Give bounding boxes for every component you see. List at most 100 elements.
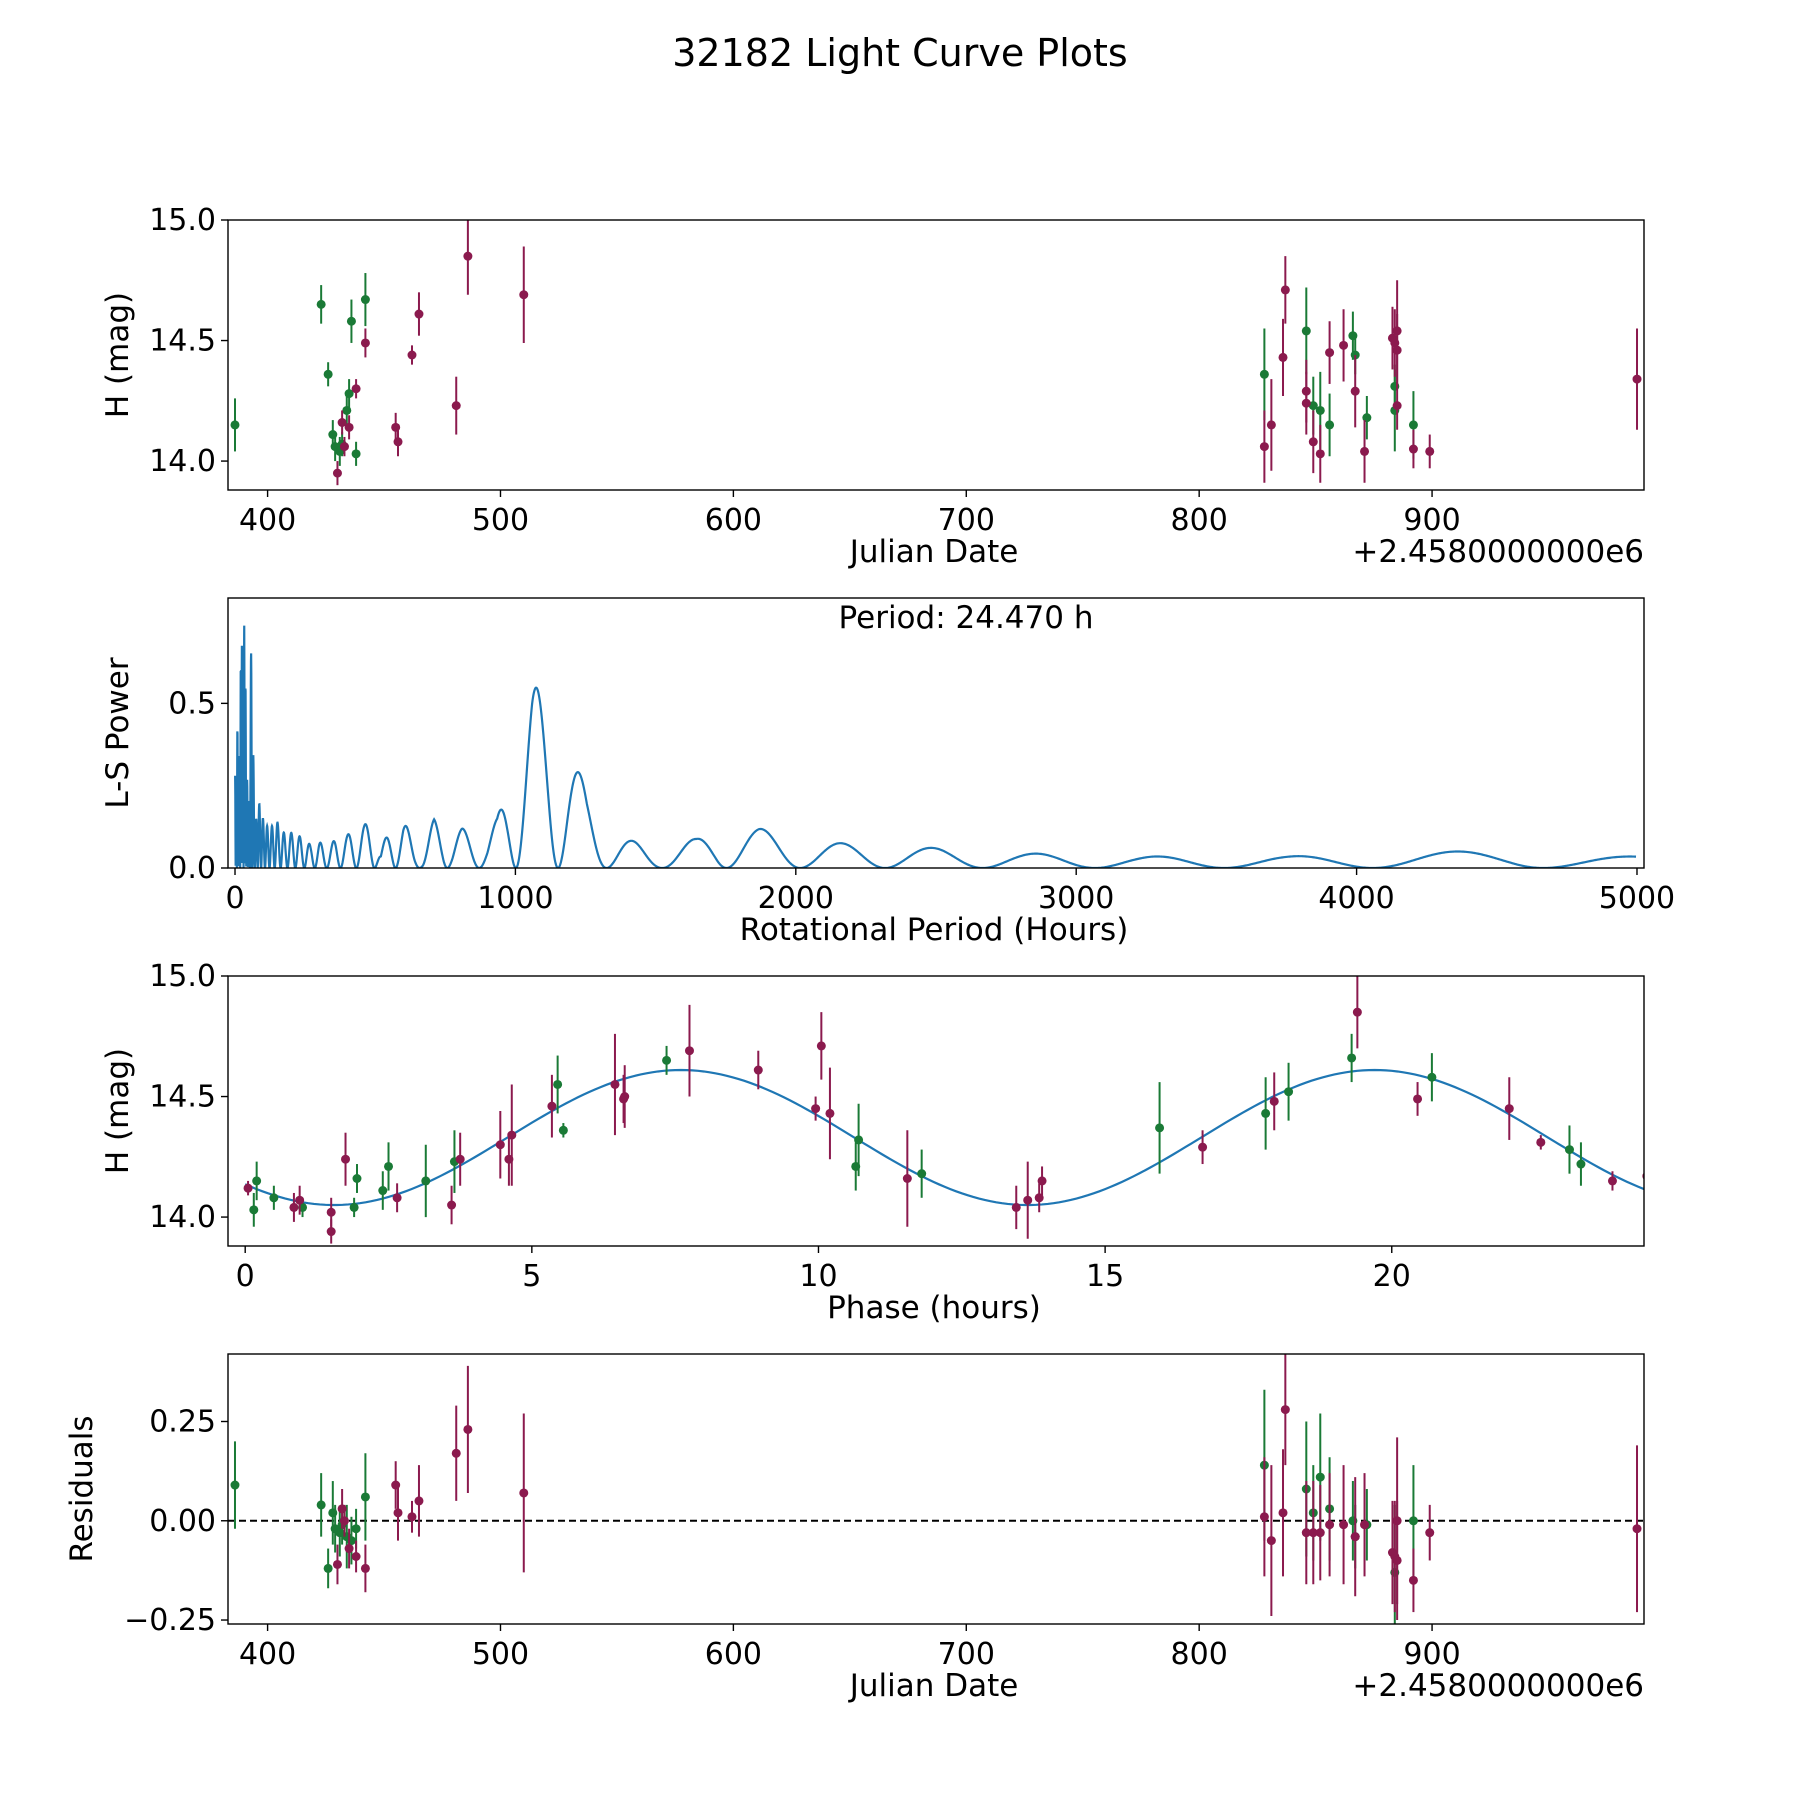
purple-data-point	[243, 1183, 253, 1193]
purple-data-point	[1325, 1520, 1335, 1530]
periodogram-line	[234, 625, 1637, 868]
residuals-panel: 400 500 600 700 800 900 −0.25 0.00 0.25 Julian Da…	[64, 1353, 1645, 1704]
purple-data-point	[414, 309, 424, 319]
purple-data-point	[1350, 386, 1360, 396]
x-tick-label: 400	[239, 1637, 296, 1672]
purple-data-point	[1023, 1195, 1033, 1205]
axes-frame	[227, 1353, 1645, 1625]
phased-lightcurve-panel: 0 5 10 15 20 14.0 14.5 15.0 Phase (hours) H (mag)	[100, 959, 1645, 1326]
axes-frame	[227, 219, 1645, 491]
purple-data-point	[339, 1516, 349, 1526]
purple-data-point	[1037, 1176, 1047, 1186]
y-tick-label: 0.00	[149, 1504, 216, 1539]
purple-data-point	[463, 251, 473, 261]
green-data-point	[1347, 1053, 1357, 1063]
green-data-point	[553, 1079, 563, 1089]
x-tick-label: 900	[1403, 1637, 1460, 1672]
green-data-point	[344, 389, 354, 399]
purple-data-point	[1308, 1528, 1318, 1538]
purple-data-point	[816, 1041, 826, 1051]
purple-data-point	[1360, 1520, 1370, 1530]
purple-data-point	[1301, 398, 1311, 408]
x-tick-label: 1000	[477, 881, 553, 916]
purple-data-point	[326, 1207, 336, 1217]
lightcurve-panel: 400 500 600 700 800 900 14.0 14.5 15.0 Julian Dat…	[100, 203, 1645, 570]
x-axis-label: Julian Date	[848, 534, 1019, 570]
periodogram-panel: Period: 24.470 h 0 1000 2000 3000 4000 5000 0.0…	[100, 597, 1675, 948]
y-tick-label: 0.5	[168, 686, 216, 721]
purple-data-point	[507, 1130, 517, 1140]
green-data-point	[252, 1176, 262, 1186]
period-annotation: Period: 24.470 h	[839, 600, 1094, 636]
x-tick-label: 500	[472, 1637, 529, 1672]
green-data-point	[421, 1176, 431, 1186]
purple-data-point	[332, 1559, 342, 1569]
green-data-point	[349, 1202, 359, 1212]
purple-data-point	[339, 442, 349, 452]
purple-data-point	[1315, 449, 1325, 459]
purple-data-point	[753, 1065, 763, 1075]
x-tick-label: 500	[472, 503, 529, 538]
purple-data-point	[1280, 1405, 1290, 1415]
purple-data-point	[295, 1195, 305, 1205]
purple-data-point	[451, 401, 461, 411]
purple-data-point	[1315, 1528, 1325, 1538]
x-tick-label: 700	[938, 1637, 995, 1672]
purple-data-point	[393, 437, 403, 447]
purple-data-point	[360, 1563, 370, 1573]
purple-data-point	[1392, 1555, 1402, 1565]
purple-data-point	[1392, 326, 1402, 336]
x-axis-label: Phase (hours)	[827, 1290, 1041, 1326]
purple-data-point	[684, 1046, 694, 1056]
purple-data-point	[455, 1154, 465, 1164]
green-data-point	[558, 1125, 568, 1135]
purple-data-point	[1425, 1528, 1435, 1538]
purple-data-point	[1352, 1007, 1362, 1017]
purple-data-point	[1413, 1094, 1423, 1104]
green-data-point	[1284, 1087, 1294, 1097]
x-axis-label: Julian Date	[848, 1668, 1019, 1704]
purple-data-point	[519, 290, 529, 300]
green-data-point	[1408, 1516, 1418, 1526]
y-tick-label: 0.25	[149, 1405, 216, 1440]
axes-frame	[227, 975, 1645, 1247]
y-axis-label: H (mag)	[100, 292, 136, 418]
x-tick-label: 800	[1171, 503, 1228, 538]
green-data-point	[854, 1135, 864, 1145]
green-data-point	[1261, 1108, 1271, 1118]
purple-data-point	[289, 1202, 299, 1212]
y-tick-label: 15.0	[149, 959, 216, 994]
x-tick-label: 4000	[1318, 881, 1394, 916]
purple-data-point	[1632, 1524, 1642, 1534]
green-data-point	[1315, 1472, 1325, 1482]
purple-data-point	[1034, 1193, 1044, 1203]
purple-data-point	[1308, 437, 1318, 447]
purple-data-point	[344, 422, 354, 432]
x-tick-label: 0	[236, 1259, 255, 1294]
green-data-point	[1408, 420, 1418, 430]
purple-data-point	[1408, 444, 1418, 454]
purple-data-point	[547, 1101, 557, 1111]
green-data-point	[1576, 1159, 1586, 1169]
green-data-point	[316, 1500, 326, 1510]
green-data-point	[1259, 369, 1269, 379]
green-data-point	[342, 405, 352, 415]
green-data-point	[1427, 1072, 1437, 1082]
purple-data-point	[451, 1448, 461, 1458]
green-data-point	[662, 1055, 672, 1065]
purple-data-point	[407, 1512, 417, 1522]
plot-area	[243, 976, 1644, 1244]
purple-data-point	[337, 418, 347, 427]
green-data-point	[1301, 326, 1311, 336]
green-data-point	[360, 1492, 370, 1502]
green-data-point	[1564, 1145, 1574, 1155]
y-tick-label: 15.0	[149, 203, 216, 238]
x-offset-label: +2.4580000000e6	[1352, 534, 1644, 570]
purple-data-point	[463, 1424, 473, 1434]
purple-data-point	[344, 1544, 354, 1554]
fit-curve	[244, 1068, 1644, 1207]
green-data-point	[351, 1524, 361, 1534]
plot-area	[230, 220, 1642, 486]
y-tick-label: 14.5	[149, 324, 216, 359]
x-tick-label: 800	[1171, 1637, 1228, 1672]
